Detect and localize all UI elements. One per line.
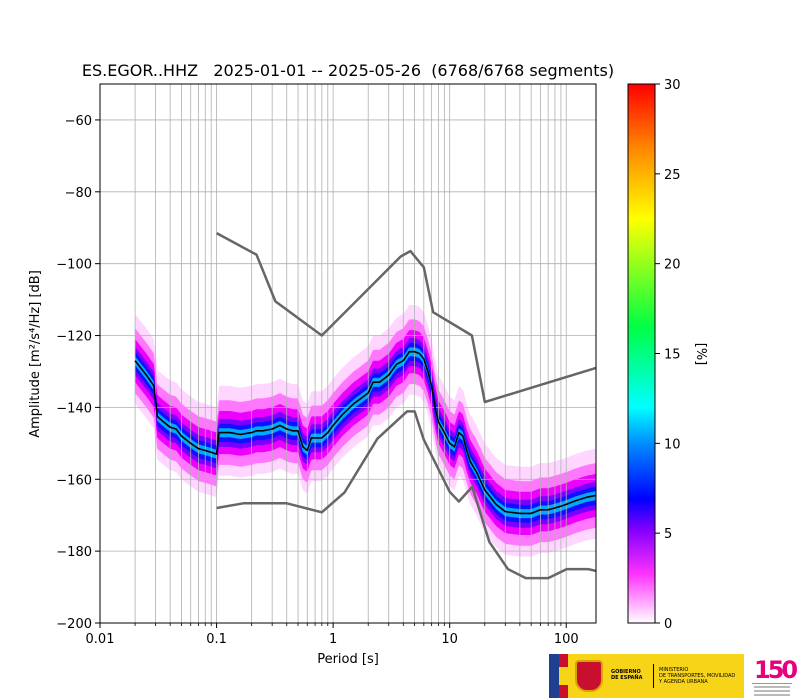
mode-curve [134,350,596,515]
logo-divider [653,664,654,688]
colorbar: 0 5 10 15 20 25 30 [%] [627,78,708,632]
y-axis-label: Amplitude [m²/s⁴/Hz] [dB] [28,270,43,438]
x-tick-label: 10 [441,632,458,647]
anniversary-logo: 150 [752,656,798,698]
plot-frame [99,83,597,624]
colorbar-tick-label: 0 [664,617,672,632]
anniversary-number: 150 [754,656,798,684]
y-tick-label: −100 [56,258,92,273]
chart-title: ES.EGOR..HHZ 2025-01-01 -- 2025-05-26 (6… [82,61,614,80]
x-tick-label: 1 [329,632,337,647]
government-text: GOBIERNO DE ESPAÑA [611,669,643,681]
colorbar-tick-label: 20 [664,258,681,273]
colorbar-tick-label: 25 [664,168,681,183]
y-tick-label: −120 [56,330,92,345]
x-axis-ticks: 0.01 0.1 1 10 100 [86,623,579,647]
grid-lines [100,84,596,623]
model-high-curve [216,232,596,404]
colorbar-tick-label: 5 [664,527,672,542]
colorbar-tick-label: 15 [664,348,681,363]
y-tick-label: −140 [56,401,92,416]
government-logo: GOBIERNO DE ESPAÑA MINISTERIO DE TRANSPORT… [549,654,744,698]
y-tick-label: −200 [56,617,92,632]
density-layer [135,305,596,557]
coat-of-arms-icon [575,660,603,692]
y-tick-label: −60 [65,114,92,129]
x-tick-label: 100 [554,632,579,647]
x-tick-label: 0.01 [86,632,115,647]
x-tick-label: 0.1 [206,632,227,647]
y-tick-label: −160 [56,473,92,488]
x-axis-label: Period [s] [317,652,379,667]
institute-text-lines [752,683,792,698]
colorbar-gradient [628,84,655,623]
colorbar-tick-label: 10 [664,437,681,452]
colorbar-ticks: 0 5 10 15 20 25 30 [655,78,681,632]
colorbar-tick-label: 30 [664,78,681,93]
ministry-text: MINISTERIO DE TRANSPORTES, MOVILIDAD Y AGE… [659,667,736,685]
plot-area [100,84,596,623]
spain-flag-icon [559,654,568,698]
colorbar-label: [%] [693,343,708,366]
curves [134,232,596,580]
y-axis-ticks: −200 −180 −160 −140 −120 −100 −80 −60 [56,114,100,632]
y-tick-label: −180 [56,545,92,560]
model-low-curve [216,410,596,580]
y-tick-label: −80 [65,186,92,201]
